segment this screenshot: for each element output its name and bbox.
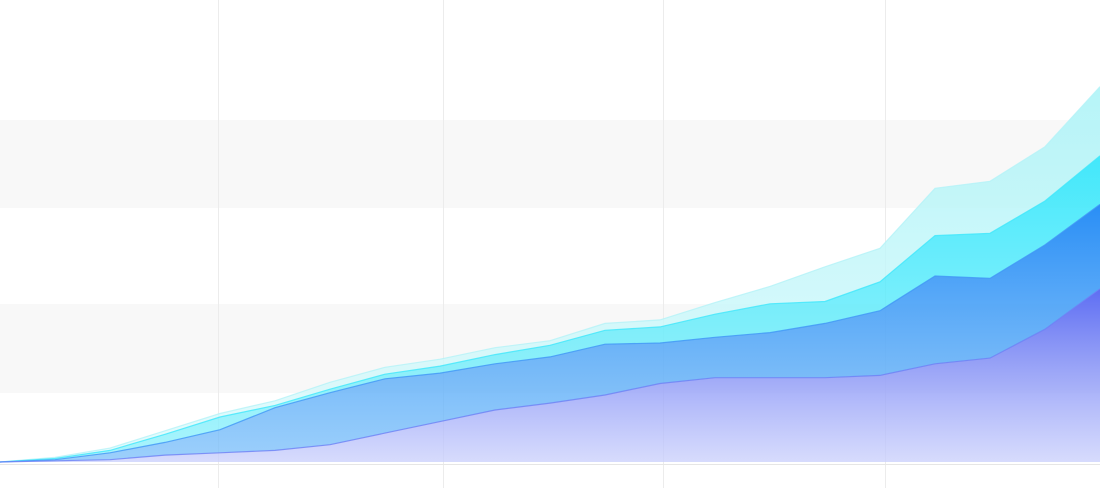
series-line-3 — [0, 155, 1100, 463]
series-area-1 — [0, 288, 1100, 462]
series-line-4 — [0, 86, 1100, 463]
series-areas — [0, 86, 1100, 463]
series-line-2 — [0, 203, 1100, 463]
series-line-1 — [0, 288, 1100, 463]
grid-band — [0, 120, 1100, 208]
series-area-3 — [0, 155, 1100, 462]
series-area-2 — [0, 204, 1100, 462]
series-area-4 — [0, 86, 1100, 462]
